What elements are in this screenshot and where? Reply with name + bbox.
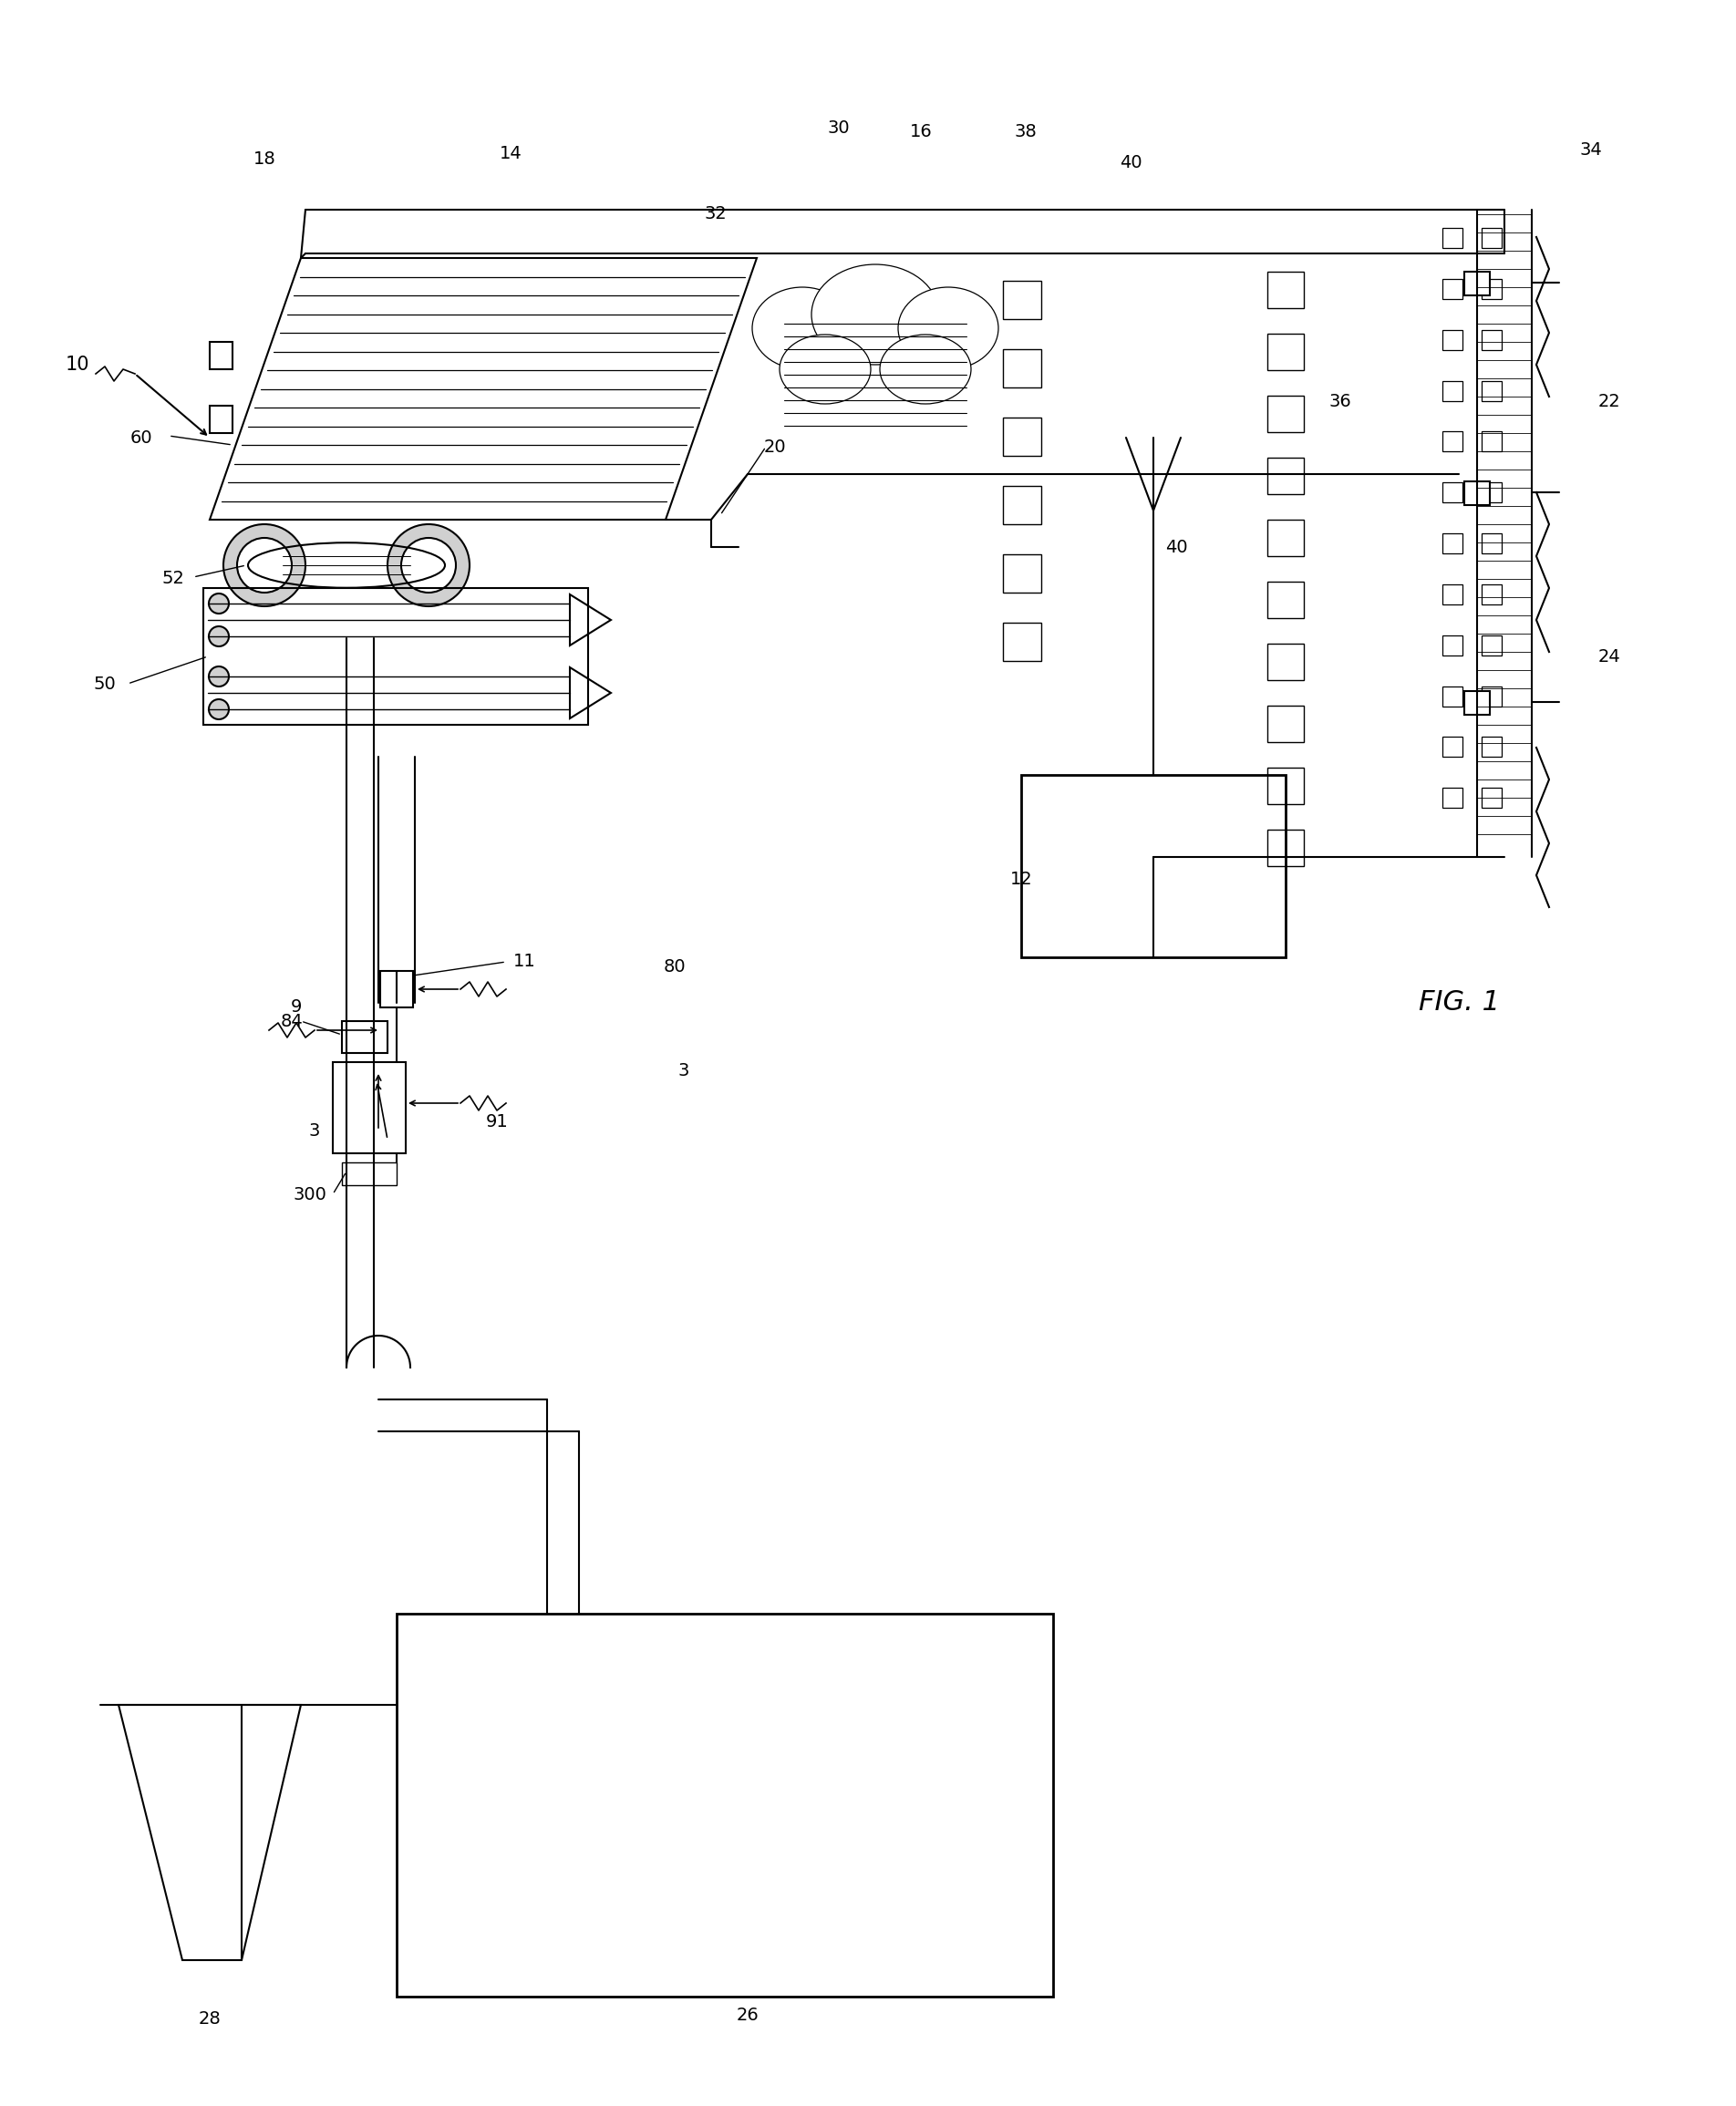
Bar bbox=[1481, 432, 1502, 451]
Bar bbox=[1463, 691, 1489, 714]
Bar bbox=[342, 1163, 396, 1186]
Text: 20: 20 bbox=[764, 438, 786, 455]
Text: 38: 38 bbox=[1014, 124, 1036, 141]
Ellipse shape bbox=[898, 286, 998, 369]
Text: 14: 14 bbox=[500, 145, 523, 162]
Bar bbox=[1267, 520, 1304, 556]
Text: 80: 80 bbox=[663, 958, 686, 975]
Text: 40: 40 bbox=[1165, 539, 1187, 556]
Bar bbox=[1481, 788, 1502, 809]
Bar bbox=[1481, 278, 1502, 299]
Text: 12: 12 bbox=[1010, 872, 1033, 889]
Bar bbox=[1003, 554, 1042, 592]
Ellipse shape bbox=[880, 335, 970, 404]
Polygon shape bbox=[569, 668, 611, 718]
Bar bbox=[1267, 581, 1304, 619]
Circle shape bbox=[224, 524, 306, 607]
Bar bbox=[1443, 381, 1462, 400]
Bar bbox=[1481, 687, 1502, 706]
Text: 22: 22 bbox=[1597, 392, 1620, 411]
Bar bbox=[1481, 583, 1502, 604]
Text: 34: 34 bbox=[1580, 141, 1602, 160]
Bar bbox=[1443, 227, 1462, 249]
Bar bbox=[1003, 417, 1042, 455]
Bar bbox=[1481, 533, 1502, 554]
Circle shape bbox=[208, 699, 229, 720]
Bar bbox=[1267, 769, 1304, 804]
Bar bbox=[1481, 381, 1502, 400]
Bar bbox=[1267, 706, 1304, 741]
Circle shape bbox=[208, 665, 229, 687]
Text: 10: 10 bbox=[66, 356, 90, 373]
Bar bbox=[1443, 533, 1462, 554]
Bar bbox=[1267, 830, 1304, 866]
Text: 91: 91 bbox=[486, 1112, 509, 1131]
Bar bbox=[1481, 737, 1502, 756]
Text: 28: 28 bbox=[198, 2011, 220, 2028]
Bar bbox=[1003, 623, 1042, 661]
Bar bbox=[1267, 396, 1304, 432]
Bar bbox=[1443, 636, 1462, 655]
Text: 32: 32 bbox=[705, 206, 727, 223]
Bar bbox=[333, 1061, 406, 1154]
Bar bbox=[1267, 457, 1304, 495]
Text: 30: 30 bbox=[828, 118, 851, 137]
Text: FIG. 1: FIG. 1 bbox=[1418, 990, 1500, 1015]
Bar bbox=[1481, 636, 1502, 655]
Text: 300: 300 bbox=[293, 1186, 326, 1203]
Text: 84: 84 bbox=[281, 1013, 304, 1030]
Bar bbox=[380, 971, 413, 1007]
Text: 36: 36 bbox=[1330, 392, 1352, 411]
Circle shape bbox=[401, 537, 457, 592]
Text: 18: 18 bbox=[253, 152, 276, 168]
Bar bbox=[1463, 272, 1489, 295]
Bar bbox=[1267, 333, 1304, 371]
Bar bbox=[1443, 737, 1462, 756]
Text: 3: 3 bbox=[309, 1122, 319, 1139]
Bar bbox=[1003, 486, 1042, 524]
Circle shape bbox=[208, 594, 229, 613]
Bar bbox=[1443, 278, 1462, 299]
Text: 9: 9 bbox=[290, 998, 302, 1015]
Ellipse shape bbox=[752, 286, 852, 369]
Text: 26: 26 bbox=[736, 2007, 759, 2024]
Text: 50: 50 bbox=[94, 676, 116, 693]
Circle shape bbox=[208, 625, 229, 647]
Bar bbox=[1267, 644, 1304, 680]
Bar bbox=[1003, 280, 1042, 320]
Bar bbox=[1443, 331, 1462, 350]
Polygon shape bbox=[210, 259, 757, 520]
Bar bbox=[342, 1021, 387, 1053]
Bar bbox=[1481, 227, 1502, 249]
Bar bbox=[1021, 775, 1286, 958]
Bar bbox=[396, 1613, 1054, 1996]
Bar bbox=[1481, 331, 1502, 350]
Text: 3: 3 bbox=[679, 1064, 689, 1080]
Bar bbox=[1463, 482, 1489, 505]
Bar bbox=[210, 406, 233, 434]
Circle shape bbox=[238, 537, 292, 592]
Polygon shape bbox=[118, 1706, 300, 1961]
Bar bbox=[1443, 583, 1462, 604]
Polygon shape bbox=[569, 594, 611, 644]
Text: 52: 52 bbox=[161, 571, 184, 588]
Ellipse shape bbox=[811, 265, 939, 364]
Bar bbox=[203, 588, 589, 724]
Text: 16: 16 bbox=[910, 124, 932, 141]
Text: 40: 40 bbox=[1120, 154, 1142, 171]
Text: 11: 11 bbox=[512, 954, 535, 971]
Bar bbox=[1267, 272, 1304, 307]
Bar bbox=[1443, 482, 1462, 503]
Circle shape bbox=[387, 524, 469, 607]
Bar bbox=[1443, 687, 1462, 706]
Bar bbox=[1443, 432, 1462, 451]
Bar bbox=[1443, 788, 1462, 809]
Bar bbox=[1003, 350, 1042, 388]
Bar bbox=[210, 341, 233, 369]
Text: 60: 60 bbox=[130, 430, 153, 446]
Text: 24: 24 bbox=[1597, 649, 1620, 665]
Bar bbox=[1481, 482, 1502, 503]
Ellipse shape bbox=[779, 335, 871, 404]
